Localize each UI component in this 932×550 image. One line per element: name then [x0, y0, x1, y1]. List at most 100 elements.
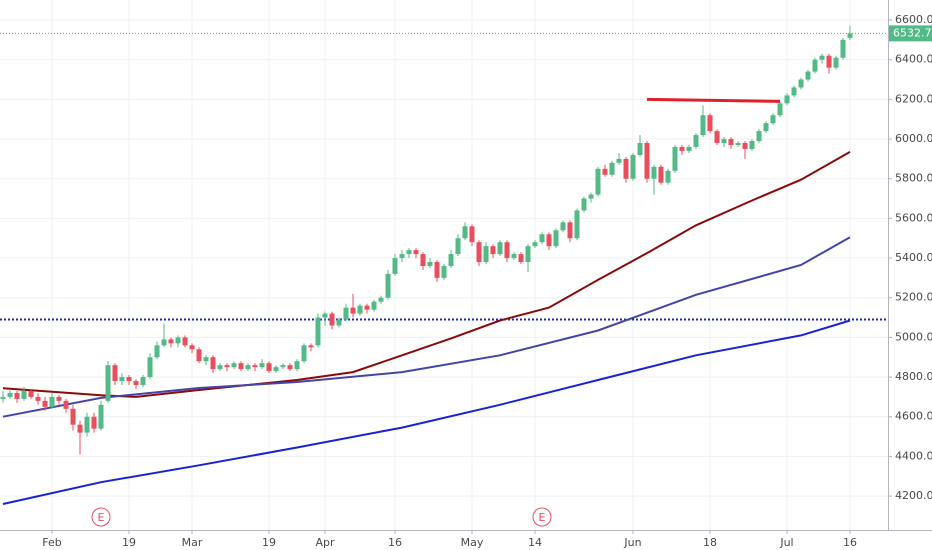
x-tick-label: 19	[122, 536, 136, 549]
y-tick-label: 6600.00	[895, 13, 932, 26]
x-tick-label: Jun	[623, 536, 641, 549]
candle-body	[231, 363, 237, 368]
candle-body	[238, 363, 244, 370]
candle-body	[574, 210, 580, 239]
candle-body	[637, 143, 643, 155]
candle-body	[217, 365, 223, 370]
last-price-box	[889, 25, 932, 42]
candle-body	[525, 246, 531, 263]
candle-body	[133, 381, 139, 386]
candle-body	[441, 265, 447, 278]
candle-body	[616, 158, 622, 163]
candle-body	[49, 396, 55, 407]
candle-body	[413, 250, 419, 255]
y-tick-label: 5000.00	[895, 330, 932, 343]
candle-body	[483, 246, 489, 263]
candle-body	[609, 162, 615, 175]
candle-body	[707, 115, 713, 132]
event-label: E	[98, 511, 105, 524]
candle-body	[357, 305, 363, 314]
event-label: E	[539, 511, 546, 524]
candle-body	[644, 143, 650, 179]
candle-body	[140, 377, 146, 386]
candle-body	[721, 139, 727, 144]
candle-body	[189, 345, 195, 350]
candle-body	[35, 396, 41, 401]
event-marker	[91, 507, 111, 527]
candle-body	[301, 345, 307, 362]
candle-body	[77, 424, 83, 433]
x-tick-label: 18	[703, 536, 717, 549]
y-tick-label: 4600.00	[895, 410, 932, 423]
candle-body	[63, 400, 69, 409]
candle-body	[154, 345, 160, 358]
candle-body	[490, 246, 496, 255]
candle-body	[763, 123, 769, 132]
candle-body	[826, 55, 832, 68]
candle-body	[553, 230, 559, 247]
candle-body	[56, 396, 62, 401]
y-tick-label: 5600.00	[895, 211, 932, 224]
candle-body	[119, 377, 125, 382]
candle-body	[448, 254, 454, 266]
candle-body	[777, 103, 783, 116]
candle-body	[567, 222, 573, 239]
candle-body	[476, 242, 482, 263]
candle-body	[462, 226, 468, 239]
candle-body	[266, 363, 272, 372]
x-tick-label: Apr	[315, 536, 335, 549]
candle-body	[28, 390, 34, 397]
candle-body	[364, 305, 370, 310]
candle-body	[147, 357, 153, 378]
y-tick-label: 6000.00	[895, 132, 932, 145]
candle-body	[497, 242, 503, 255]
candle-body	[273, 367, 279, 372]
candle-body	[434, 262, 440, 278]
moving-average	[2, 319, 851, 505]
candle-body	[679, 146, 685, 151]
candle-body	[329, 313, 335, 326]
candle-body	[833, 57, 839, 68]
y-tick-label: 4200.00	[895, 489, 932, 502]
candle-body	[378, 297, 384, 302]
candle-body	[749, 141, 755, 149]
candle-body	[714, 131, 720, 144]
candle-body	[693, 135, 699, 147]
candle-body	[798, 79, 804, 88]
candle-body	[406, 250, 412, 255]
x-tick-label: Feb	[42, 536, 61, 549]
candle-body	[560, 222, 566, 231]
candle-body	[245, 365, 251, 370]
x-tick-label: Mar	[182, 536, 203, 549]
candle-body	[770, 115, 776, 124]
candle-body	[0, 396, 6, 399]
candle-body	[126, 377, 132, 382]
candle-body	[210, 357, 216, 370]
y-tick-label: 5400.00	[895, 251, 932, 264]
candle-body	[287, 365, 293, 370]
candle-body	[98, 404, 104, 429]
candle-body	[511, 254, 517, 259]
trend-line	[646, 97, 781, 103]
y-tick-label: 4400.00	[895, 449, 932, 462]
event-marker	[532, 507, 552, 527]
candle-body	[546, 234, 552, 247]
candle-body	[623, 158, 629, 179]
candle-body	[812, 59, 818, 72]
candle-body	[847, 33, 853, 38]
candle-body	[168, 339, 174, 344]
candle-body	[42, 400, 48, 407]
y-tick-label: 6200.00	[895, 92, 932, 105]
candle-body	[112, 365, 118, 382]
candle-body	[504, 242, 510, 259]
candle-body	[728, 139, 734, 145]
candle-body	[427, 262, 433, 266]
candle-body	[819, 55, 825, 60]
candle-body	[259, 363, 265, 368]
candle-body	[196, 349, 202, 362]
candle-body	[602, 168, 608, 175]
candle-body	[14, 392, 20, 399]
x-tick-label: May	[461, 536, 484, 549]
y-tick-label: 5200.00	[895, 291, 932, 304]
